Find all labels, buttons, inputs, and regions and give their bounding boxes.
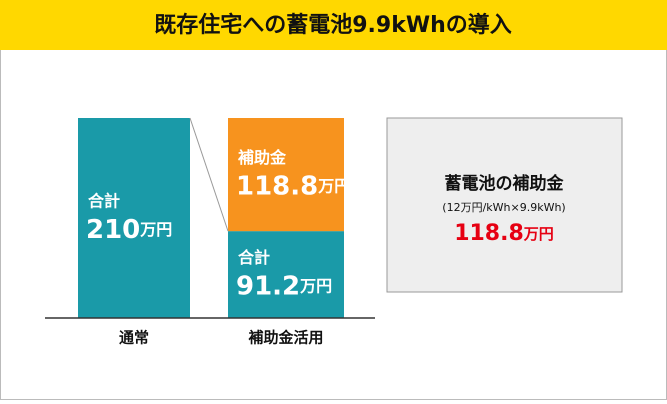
box-title: 蓄電池の補助金	[445, 173, 565, 194]
data-label-value: 91.2	[236, 271, 300, 301]
box-formula: (12万円/kWh×9.9kWh)	[442, 201, 565, 214]
data-label: 91.2万円	[236, 271, 332, 301]
data-label-unit: 万円	[139, 220, 172, 239]
chart-title: 既存住宅への蓄電池9.9kWhの導入	[154, 12, 512, 38]
data-label-unit: 万円	[317, 176, 350, 195]
segment-name: 合計	[88, 192, 120, 211]
x-tick-label: 通常	[119, 329, 149, 347]
bar-segment	[228, 118, 344, 232]
segment-name: 補助金	[237, 148, 287, 167]
data-label: 118.8万円	[236, 171, 350, 201]
box-amount-unit: 万円	[523, 225, 554, 243]
segment-name: 合計	[238, 248, 270, 267]
box-amount: 118.8万円	[454, 221, 554, 246]
box-amount-value: 118.8	[454, 221, 524, 246]
data-label-value: 210	[86, 215, 140, 245]
data-label: 210万円	[86, 215, 172, 245]
data-label-value: 118.8	[236, 171, 318, 201]
bar-segment	[228, 231, 344, 318]
x-tick-label: 補助金活用	[247, 329, 323, 347]
info-box	[386, 117, 623, 293]
data-label-unit: 万円	[299, 276, 332, 295]
connector	[189, 117, 229, 232]
title-bar	[0, 0, 667, 50]
bar-segment	[78, 118, 190, 318]
